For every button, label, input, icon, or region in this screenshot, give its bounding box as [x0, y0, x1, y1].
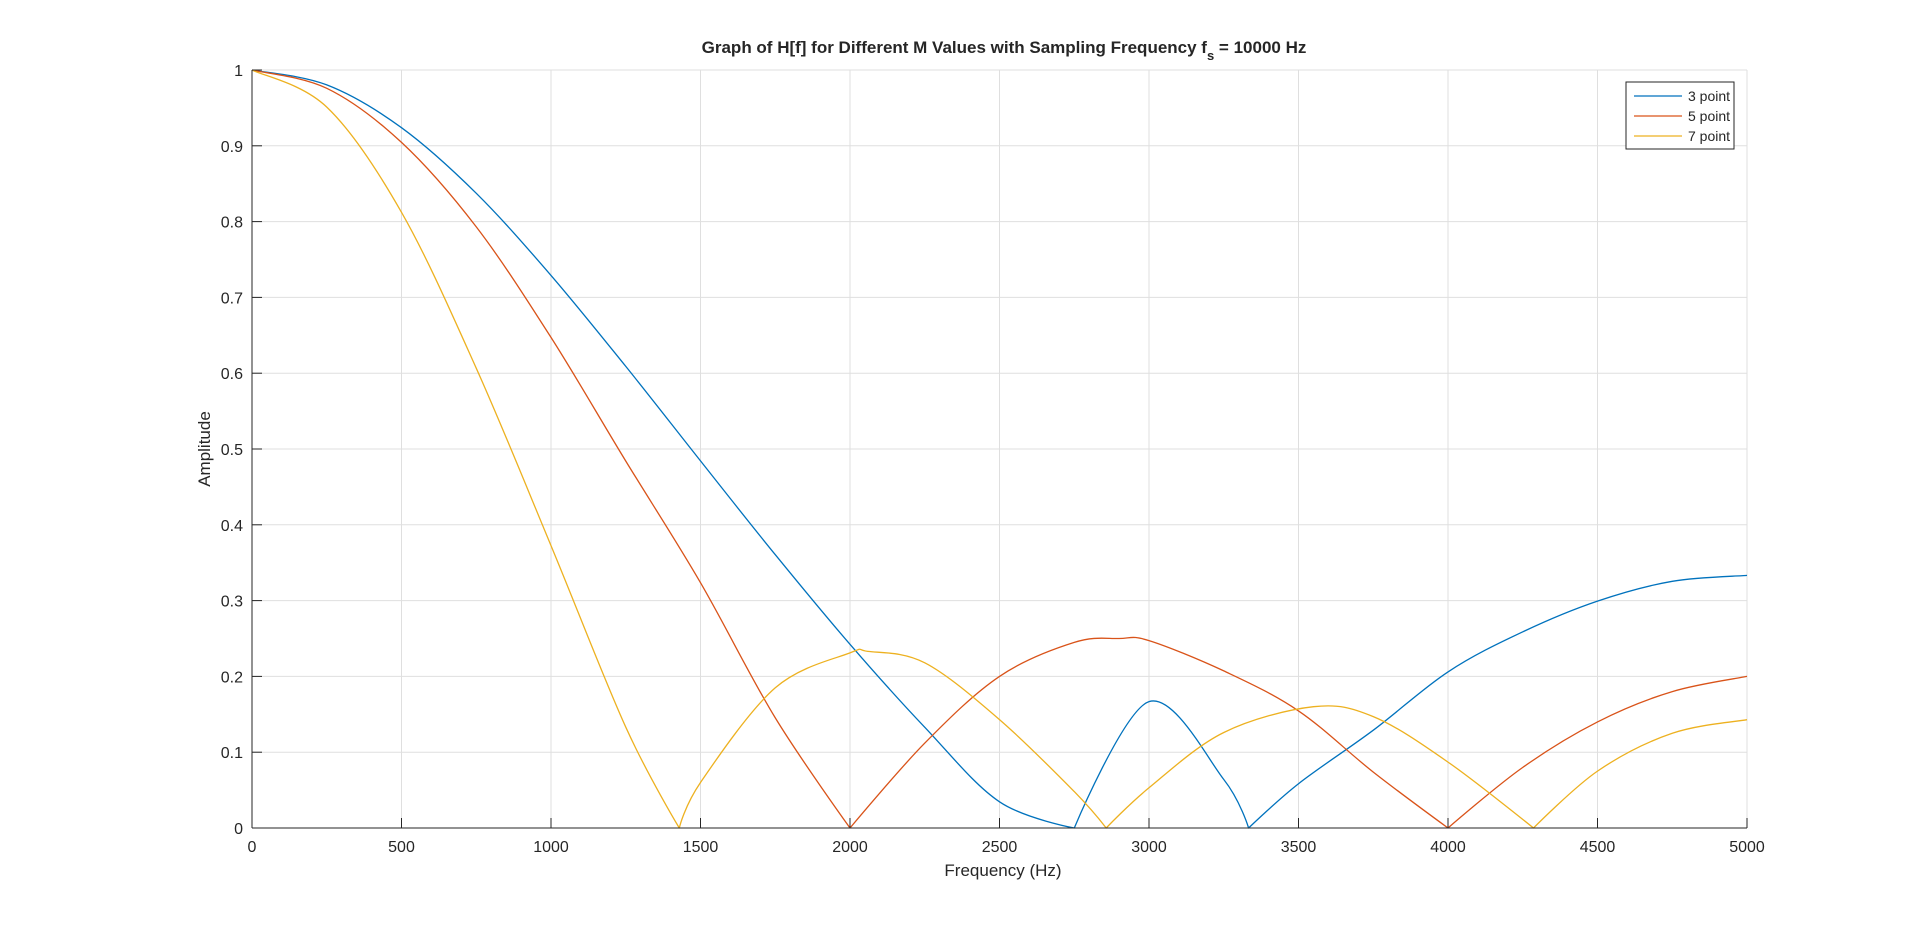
grid-layer: [251, 69, 1748, 829]
x-tick-label: 5000: [1729, 839, 1765, 856]
x-tick-label: 500: [388, 839, 415, 856]
x-tick-label: 1000: [533, 839, 569, 856]
x-tick-label: 4500: [1580, 839, 1616, 856]
chart-legend: 3 point 5 point 7 point: [1625, 81, 1735, 150]
series-line-1: [251, 69, 1748, 829]
chart-title: Graph of H[f] for Different M Values wit…: [702, 38, 1307, 63]
chart-title-main: Graph of H[f] for Different M Values wit…: [702, 38, 1208, 57]
y-tick-label: 1: [234, 63, 243, 80]
x-tick-label: 1500: [683, 839, 719, 856]
series-line-3: [251, 69, 1748, 829]
y-tick-label: 0.6: [221, 366, 243, 383]
x-tick-label: 3500: [1281, 839, 1317, 856]
legend-label-2: 5 point: [1688, 108, 1730, 124]
y-tick-label: 0.5: [221, 442, 243, 459]
x-tick-label: 3000: [1131, 839, 1167, 856]
chart-title-subscript: s: [1207, 48, 1214, 63]
legend-entries: 3 point 5 point 7 point: [1634, 88, 1730, 144]
y-tick-label: 0.9: [221, 139, 243, 156]
y-tick-label: 0.2: [221, 669, 243, 686]
ticks-layer: 0 500 1000 1500 2000 2500 3000 3500 4000 4500 5000…: [221, 63, 1765, 856]
y-tick-label: 0.7: [221, 290, 243, 307]
legend-label-1: 3 point: [1688, 88, 1730, 104]
x-tick-label: 0: [248, 839, 257, 856]
chart-title-suffix: = 10000 Hz: [1214, 38, 1306, 57]
x-tick-label: 2000: [832, 839, 868, 856]
series-line-2: [251, 69, 1748, 829]
x-tick-label: 4000: [1430, 839, 1466, 856]
x-axis-label: Frequency (Hz): [944, 861, 1061, 880]
y-axis-label: Amplitude: [195, 411, 214, 487]
y-tick-label: 0.3: [221, 594, 243, 611]
x-tick-label: 2500: [982, 839, 1018, 856]
y-tick-label: 0.1: [221, 745, 243, 762]
y-tick-label: 0: [234, 821, 243, 838]
y-tick-label: 0.8: [221, 215, 243, 232]
series-layer: [251, 69, 1748, 829]
y-tick-label: 0.4: [221, 518, 243, 535]
legend-label-3: 7 point: [1688, 128, 1730, 144]
